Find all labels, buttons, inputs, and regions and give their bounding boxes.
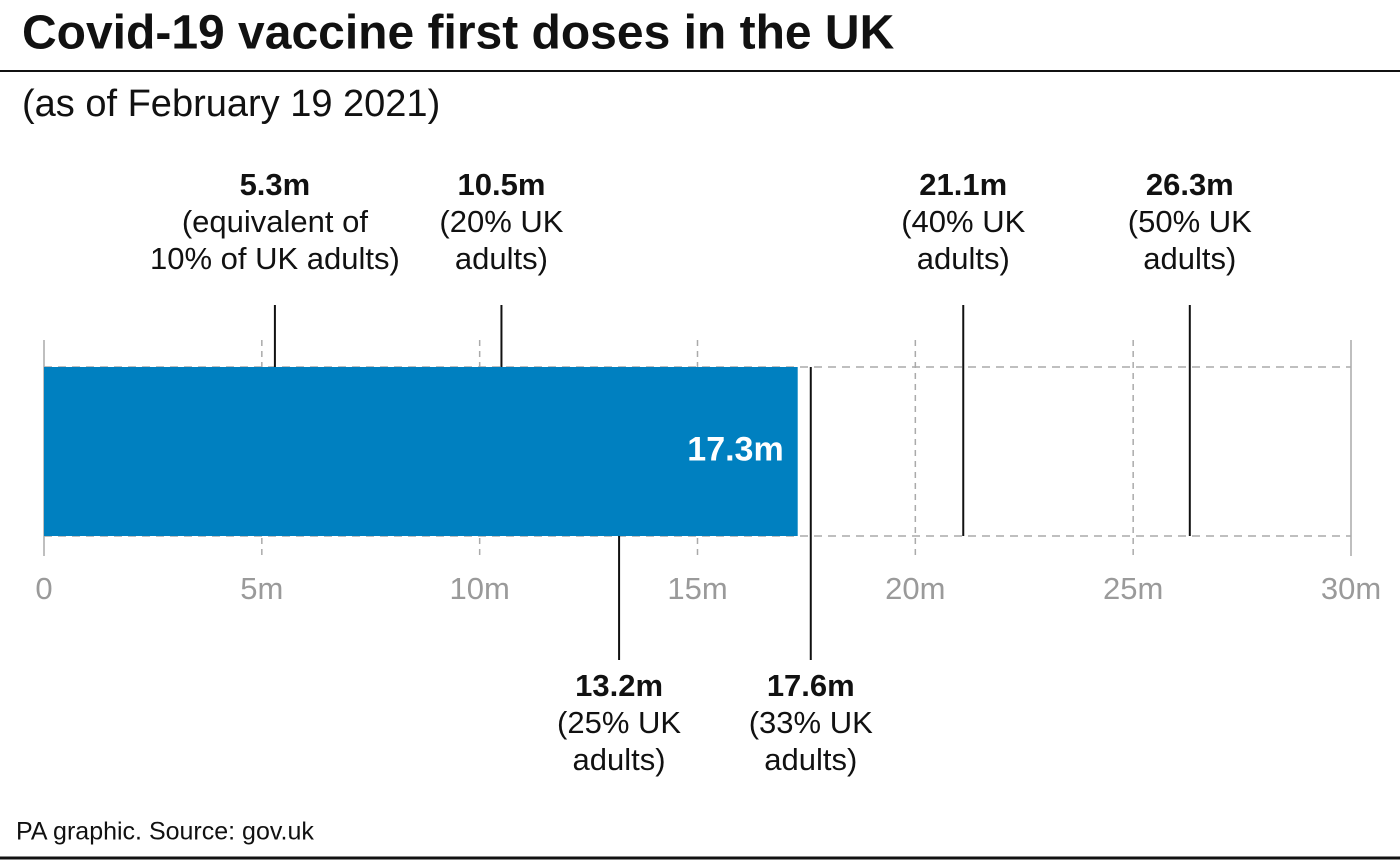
marker-note: adults) (917, 241, 1010, 276)
x-tick-label: 0 (35, 571, 52, 606)
bar (44, 367, 798, 536)
marker-label: 5.3m (240, 167, 311, 202)
marker-label: 26.3m (1146, 167, 1234, 202)
marker-note: adults) (764, 742, 857, 777)
marker-note: (25% UK (557, 705, 681, 740)
x-tick-label: 5m (240, 571, 283, 606)
x-tick-label: 20m (885, 571, 945, 606)
marker-note: (40% UK (901, 204, 1025, 239)
x-tick-label: 25m (1103, 571, 1163, 606)
marker-note: (33% UK (749, 705, 873, 740)
x-tick-label: 30m (1321, 571, 1381, 606)
x-tick-label: 10m (450, 571, 510, 606)
source: PA graphic. Source: gov.uk (16, 818, 314, 846)
marker-note: 10% of UK adults) (150, 241, 400, 276)
marker-note: adults) (455, 241, 548, 276)
x-tick-label: 15m (667, 571, 727, 606)
marker-note: (20% UK (439, 204, 563, 239)
marker-note: (equivalent of (182, 204, 369, 239)
marker-label: 13.2m (575, 668, 663, 703)
marker-note: adults) (573, 742, 666, 777)
chart-subtitle: (as of February 19 2021) (22, 83, 440, 125)
marker-label: 21.1m (919, 167, 1007, 202)
bar-value-label: 17.3m (687, 430, 783, 468)
marker-note: (50% UK (1128, 204, 1252, 239)
marker-label: 10.5m (457, 167, 545, 202)
chart-title: Covid-19 vaccine first doses in the UK (22, 7, 895, 60)
marker-label: 17.6m (767, 668, 855, 703)
marker-note: adults) (1143, 241, 1236, 276)
